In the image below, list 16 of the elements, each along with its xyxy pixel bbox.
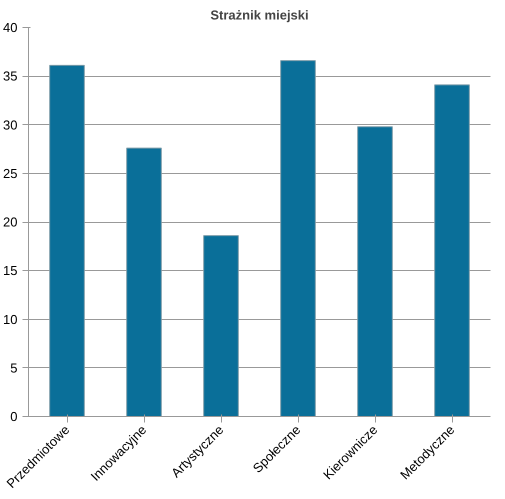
bar: [126, 148, 162, 416]
bar: [49, 64, 85, 416]
bar: [357, 126, 393, 416]
y-tick-label: 25: [3, 166, 18, 181]
y-tick-label: 0: [10, 409, 18, 424]
y-tick-label: 15: [3, 263, 18, 278]
chart-title: Strażnik miejski: [210, 8, 309, 22]
y-tick-label: 10: [3, 312, 18, 327]
bar: [203, 235, 239, 416]
y-tick-label: 35: [3, 68, 18, 84]
y-tick-label: 20: [3, 214, 18, 230]
y-tick-label: 40: [3, 20, 18, 35]
bar: [434, 84, 470, 416]
bar: [280, 60, 316, 416]
y-tick-label: 5: [10, 360, 18, 376]
y-tick-label: 30: [3, 117, 18, 132]
